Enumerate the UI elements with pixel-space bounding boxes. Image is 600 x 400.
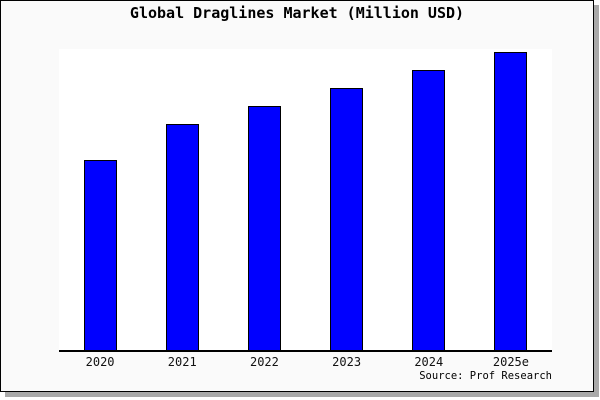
bars-row (59, 49, 552, 350)
x-tick-label-2020: 2020 (85, 355, 115, 369)
x-tick-label-2025e: 2025e (492, 355, 529, 369)
bar-2025e (494, 52, 528, 350)
bar-slot-2022 (223, 49, 305, 350)
bar-slot-2023 (306, 49, 388, 350)
bar-2023 (330, 88, 364, 350)
x-tick-label-2024: 2024 (414, 355, 444, 369)
bar-2020 (83, 160, 117, 350)
bar-slot-2025e (470, 49, 552, 350)
bar-slot-2024 (388, 49, 470, 350)
chart-title: Global Draglines Market (Million USD) (129, 4, 465, 22)
plot-area (59, 49, 552, 352)
bar-2024 (412, 70, 446, 350)
x-tick-label-2022: 2022 (249, 355, 279, 369)
source-attribution: Source: Prof Research (419, 370, 552, 382)
bar-2021 (165, 124, 199, 350)
x-axis-labels: 2020 2021 2022 2023 2024 2025e (59, 355, 552, 369)
bar-slot-2020 (59, 49, 141, 350)
bar-slot-2021 (141, 49, 223, 350)
x-tick-label-2023: 2023 (332, 355, 362, 369)
x-tick-label-2021: 2021 (167, 355, 197, 369)
bar-2022 (247, 106, 281, 350)
